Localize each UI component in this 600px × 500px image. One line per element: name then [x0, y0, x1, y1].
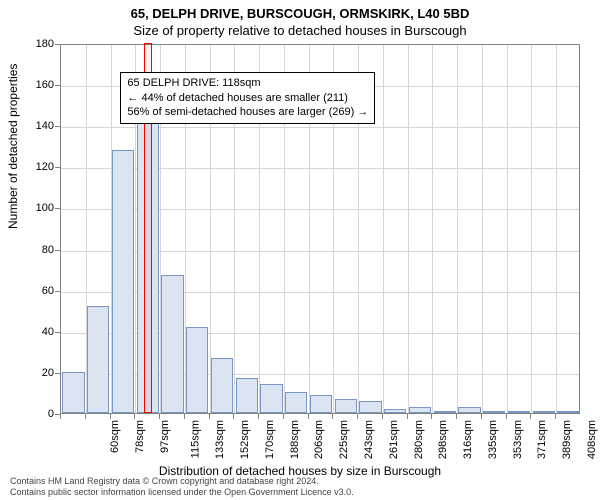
histogram-bar: [310, 395, 332, 414]
annotation-line-1: 65 DELPH DRIVE: 118sqm: [127, 76, 368, 91]
histogram-bar: [409, 407, 431, 413]
y-tick-label: 180: [14, 38, 54, 50]
x-tick-label: 97sqm: [159, 420, 171, 453]
x-tick-label: 152sqm: [239, 420, 251, 459]
annotation-line-2: ← 44% of detached houses are smaller (21…: [127, 91, 368, 106]
x-tick-label: 298sqm: [437, 420, 449, 459]
histogram-bar: [557, 411, 579, 413]
footnote-line-1: Contains HM Land Registry data © Crown c…: [10, 476, 319, 486]
histogram-bar: [161, 275, 183, 413]
histogram-bar: [359, 401, 381, 413]
annotation-box: 65 DELPH DRIVE: 118sqm ← 44% of detached…: [120, 72, 375, 125]
histogram-bar: [211, 358, 233, 414]
chart-subtitle: Size of property relative to detached ho…: [0, 23, 600, 38]
y-tick-label: 60: [14, 285, 54, 297]
x-tick-label: 371sqm: [536, 420, 548, 459]
histogram-bar: [434, 411, 456, 413]
x-tick-label: 188sqm: [289, 420, 301, 459]
plot-area: 65 DELPH DRIVE: 118sqm ← 44% of detached…: [60, 44, 580, 414]
x-tick-label: 60sqm: [109, 420, 121, 453]
x-tick-label: 225sqm: [338, 420, 350, 459]
x-tick-label: 280sqm: [413, 420, 425, 459]
x-tick-label: 408sqm: [586, 420, 598, 459]
y-tick-label: 0: [14, 408, 54, 420]
histogram-bar: [458, 407, 480, 413]
histogram-bar: [508, 411, 530, 413]
y-tick-label: 80: [14, 244, 54, 256]
histogram-bar: [260, 384, 282, 413]
y-tick-label: 100: [14, 202, 54, 214]
x-tick-label: 316sqm: [462, 420, 474, 459]
x-tick-label: 170sqm: [264, 420, 276, 459]
footnote-line-2: Contains public sector information licen…: [10, 487, 354, 497]
histogram-bar: [285, 392, 307, 413]
x-tick-label: 335sqm: [487, 420, 499, 459]
histogram-bar: [533, 411, 555, 413]
histogram-bar: [483, 411, 505, 413]
annotation-line-3: 56% of semi-detached houses are larger (…: [127, 105, 368, 120]
chart-title: 65, DELPH DRIVE, BURSCOUGH, ORMSKIRK, L4…: [0, 6, 600, 21]
x-tick-label: 389sqm: [561, 420, 573, 459]
y-tick-label: 20: [14, 367, 54, 379]
x-tick-label: 243sqm: [363, 420, 375, 459]
x-tick-label: 78sqm: [134, 420, 146, 453]
histogram-bar: [236, 378, 258, 413]
histogram-bar: [186, 327, 208, 413]
histogram-bar: [335, 399, 357, 413]
histogram-bar: [112, 150, 134, 413]
y-tick-label: 140: [14, 120, 54, 132]
chart-title-block: 65, DELPH DRIVE, BURSCOUGH, ORMSKIRK, L4…: [0, 0, 600, 38]
histogram-bar: [384, 409, 406, 413]
x-tick-label: 133sqm: [215, 420, 227, 459]
histogram-bar: [87, 306, 109, 413]
histogram-bar: [62, 372, 84, 413]
x-tick-label: 206sqm: [314, 420, 326, 459]
x-tick-label: 261sqm: [388, 420, 400, 459]
y-tick-label: 120: [14, 161, 54, 173]
y-tick-label: 40: [14, 326, 54, 338]
x-tick-label: 115sqm: [189, 420, 201, 458]
x-tick-label: 353sqm: [512, 420, 524, 459]
footnote: Contains HM Land Registry data © Crown c…: [10, 476, 590, 498]
y-tick-label: 160: [14, 79, 54, 91]
